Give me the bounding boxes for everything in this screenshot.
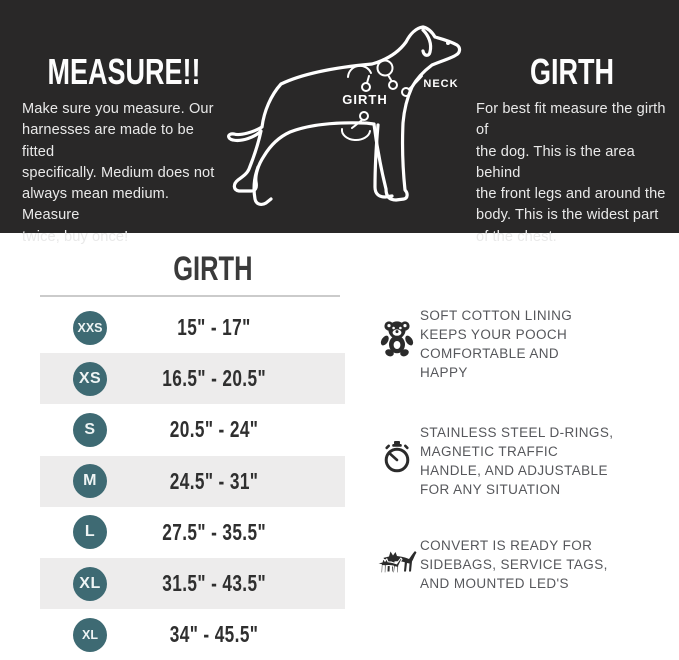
dog-body-outline [227, 25, 462, 202]
table-row: XS 16.5" - 20.5" [40, 353, 345, 405]
size-badge: XXS [73, 310, 107, 345]
dog-ear [421, 28, 433, 57]
dog-eye [446, 41, 450, 45]
stopwatch-icon [374, 441, 420, 500]
girth-range: 15" - 17" [177, 314, 251, 341]
table-row: S 20.5" - 24" [40, 404, 345, 455]
girth-tape-bottom-link [351, 119, 363, 129]
dogs-icon [374, 545, 420, 593]
table-row: L 27.5" - 35.5" [40, 507, 345, 558]
measure-body: Make sure you measure. Our harnesses are… [22, 101, 215, 245]
measure-title-text: MEASURE!! [47, 51, 201, 92]
girth-title-text: GIRTH [530, 51, 614, 92]
hero-section: MEASURE!! Make sure you measure. Our har… [0, 0, 679, 245]
girth-range: 24.5" - 31" [169, 467, 259, 494]
girth-tape-top-arc [347, 64, 372, 78]
girth-title: GIRTH [476, 54, 668, 90]
shoulder-ring-link [387, 74, 392, 81]
neck-pointer-line [408, 75, 423, 90]
table-row: XXS 15" - 17" [40, 302, 345, 353]
girth-body: For best fit measure the girth of the do… [476, 101, 666, 245]
size-badge: M [73, 464, 107, 499]
table-title-text: GIRTH [172, 250, 253, 288]
shoulder-ring [376, 59, 394, 77]
measure-title: MEASURE!! [22, 54, 218, 90]
girth-label: GIRTH [342, 92, 387, 107]
size-badge: XL [73, 617, 107, 652]
girth-ring-top [361, 82, 371, 92]
girth-range: 16.5" - 20.5" [162, 365, 266, 392]
table-divider [40, 295, 340, 297]
girth-ring-bottom [359, 111, 369, 121]
girth-tape-bottom-arc [340, 128, 371, 142]
girth-range: 34" - 45.5" [169, 621, 259, 648]
girth-range: 20.5" - 24" [169, 416, 259, 443]
size-badge: S [73, 412, 107, 447]
feature-item: STAINLESS STEEL D-RINGS, MAGNETIC TRAFFI… [374, 423, 674, 500]
feature-item: SOFT COTTON LINING KEEPS YOUR POOCH COMF… [374, 306, 674, 383]
neck-label: NECK [423, 78, 458, 90]
neck-ring-a [388, 80, 398, 90]
table-row: M 24.5" - 31" [40, 455, 345, 507]
teddy-bear-icon [374, 319, 420, 383]
dog-far-front-leg [373, 123, 394, 199]
size-badge: L [73, 515, 107, 550]
measure-block: MEASURE!! Make sure you measure. Our har… [22, 54, 218, 248]
feature-text: STAINLESS STEEL D-RINGS, MAGNETIC TRAFFI… [420, 425, 614, 498]
dog-measurement-diagram: GIRTH NECK [224, 2, 474, 229]
table-row: XL 34" - 45.5" [40, 609, 345, 660]
dog-outline-illustration: GIRTH NECK [227, 25, 462, 206]
feature-item: CONVERT IS READY FOR SIDEBAGS, SERVICE T… [374, 536, 674, 593]
girth-tape-top-link [366, 75, 370, 84]
dog-far-rear-paw [252, 165, 273, 206]
table-title: GIRTH [40, 246, 345, 292]
feature-text: CONVERT IS READY FOR SIDEBAGS, SERVICE T… [420, 538, 608, 592]
size-badge: XS [73, 361, 107, 396]
girth-range: 31.5" - 43.5" [162, 570, 266, 597]
size-rows: XXS 15" - 17" XS 16.5" - 20.5" S 20.5" - 24" M… [40, 302, 345, 660]
table-row: XL 31.5" - 43.5" [40, 557, 345, 610]
girth-block: GIRTH For best fit measure the girth of … [476, 54, 668, 248]
feature-text: SOFT COTTON LINING KEEPS YOUR POOCH COMF… [420, 308, 573, 381]
size-table: GIRTH XXS 15" - 17" XS 16.5" - 20.5" S 20.5" … [40, 246, 345, 660]
neck-ring-b [401, 87, 411, 97]
girth-range: 27.5" - 35.5" [162, 518, 266, 545]
size-badge: XL [73, 566, 107, 601]
